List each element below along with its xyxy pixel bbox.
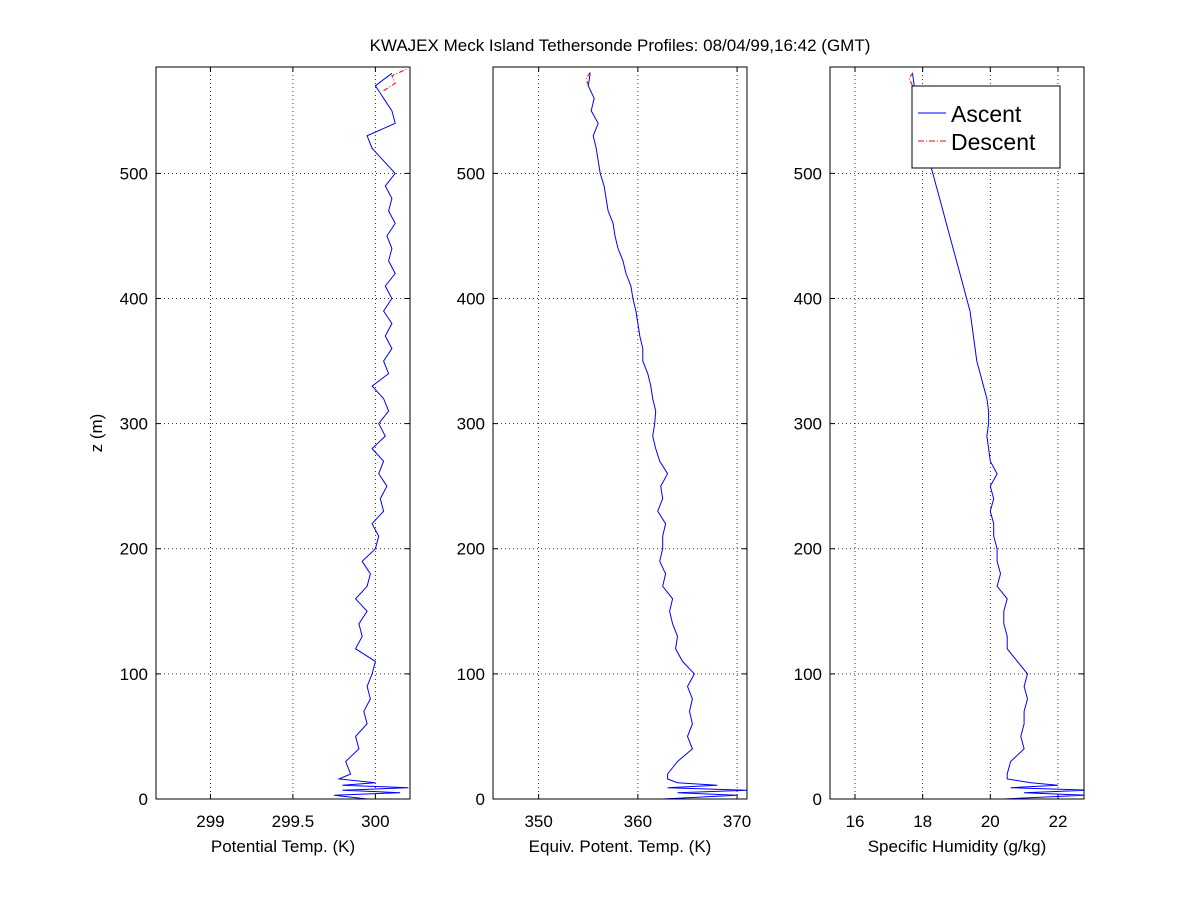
y-tick-label: 200	[457, 540, 485, 559]
y-axis-label: z (m)	[87, 414, 106, 453]
y-tick-label: 300	[120, 415, 148, 434]
y-tick-label: 0	[476, 790, 485, 809]
legend-ascent-label: Ascent	[951, 101, 1022, 127]
y-tick-label: 300	[794, 415, 822, 434]
legend: Ascent Descent	[911, 85, 1061, 169]
axes-frame	[492, 66, 748, 800]
x-tick-label: 16	[846, 812, 865, 831]
x-tick-label: 350	[524, 812, 552, 831]
descent-series-line	[383, 67, 409, 92]
panel-1: 0 100 200 300 400 500 299 299.5 300 Potential Tem…	[120, 66, 411, 856]
descent-series-line	[908, 70, 915, 87]
axes-frame	[829, 66, 1085, 800]
x-axis-label: Specific Humidity (g/kg)	[868, 837, 1047, 856]
x-tick-label: 299.5	[272, 812, 315, 831]
x-tick-label: 299	[196, 812, 224, 831]
y-tick-label: 500	[794, 164, 822, 183]
plot-area	[156, 67, 410, 799]
x-tick-label: 20	[981, 812, 1000, 831]
x-axis-label: Potential Temp. (K)	[211, 837, 355, 856]
y-tick-label: 500	[120, 164, 148, 183]
y-tick-label: 100	[120, 665, 148, 684]
plot-area	[493, 67, 747, 799]
x-tick-label: 18	[913, 812, 932, 831]
legend-box	[911, 85, 1061, 169]
y-tick-label: 400	[120, 289, 148, 308]
plot-area	[830, 67, 1084, 799]
x-tick-label: 360	[624, 812, 652, 831]
x-axis-label: Equiv. Potent. Temp. (K)	[529, 837, 712, 856]
x-tick-label: 300	[361, 812, 389, 831]
y-tick-label: 200	[120, 540, 148, 559]
y-tick-label: 100	[457, 665, 485, 684]
descent-series-line	[585, 70, 592, 86]
ascent-series-line	[334, 72, 409, 799]
panel-2: 0 100 200 300 400 500 350 360 370 Equiv. Potent. …	[457, 66, 751, 856]
ascent-series-line	[912, 73, 1084, 799]
axes-frame	[155, 66, 411, 800]
legend-descent-label: Descent	[951, 129, 1036, 155]
x-tick-label: 22	[1048, 812, 1067, 831]
y-tick-label: 100	[794, 665, 822, 684]
y-tick-label: 300	[457, 415, 485, 434]
y-tick-label: 0	[139, 790, 148, 809]
y-tick-label: 0	[813, 790, 822, 809]
ascent-series-line	[587, 73, 747, 799]
x-tick-label: 370	[723, 812, 751, 831]
y-tick-label: 500	[457, 164, 485, 183]
chart-title: KWAJEX Meck Island Tethersonde Profiles:…	[370, 36, 871, 55]
y-tick-label: 200	[794, 540, 822, 559]
y-tick-label: 400	[794, 289, 822, 308]
y-tick-label: 400	[457, 289, 485, 308]
